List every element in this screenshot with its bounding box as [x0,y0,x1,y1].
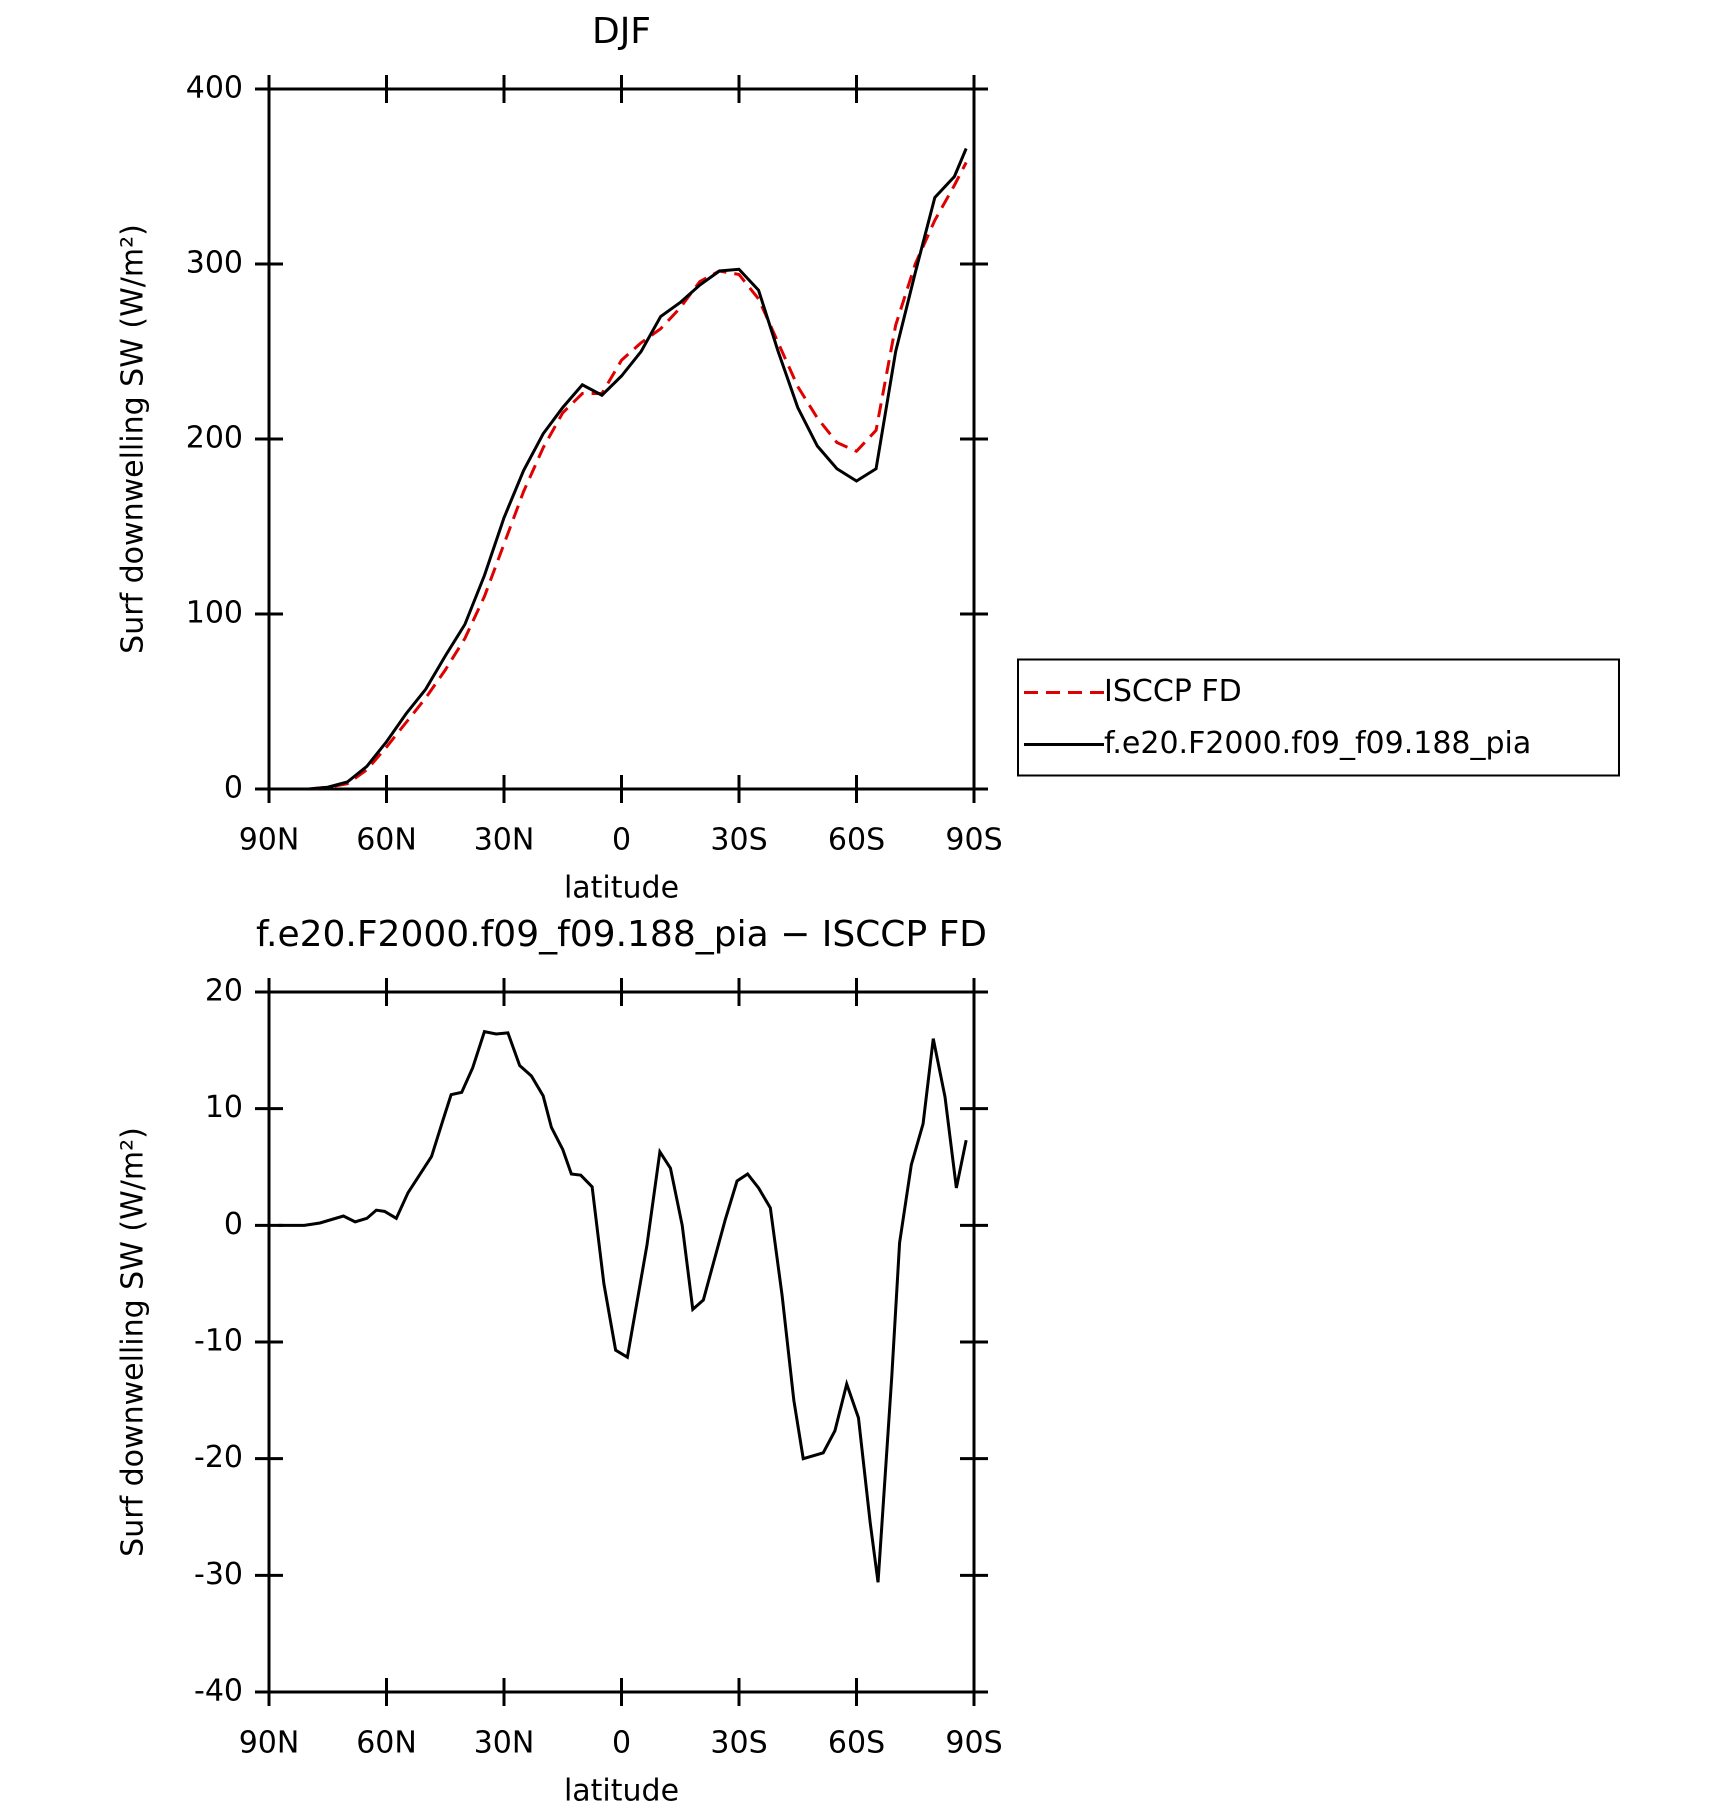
x-axis-label: latitude [564,1774,679,1809]
x-axis-label: latitude [564,871,679,906]
y-tick-label: 300 [186,246,243,281]
data-line [269,147,968,791]
x-tick-label: 60N [356,823,417,858]
chart-title: DJF [592,11,651,52]
y-tick-label: 20 [205,974,243,1009]
x-tick-label: 90S [945,823,1002,858]
y-tick-label: 0 [224,771,243,806]
plot-frame [267,990,976,1694]
x-tick-label: 0 [612,823,631,858]
y-tick-label: -20 [194,1440,243,1475]
x-tick-label: 60N [356,1726,417,1761]
y-tick-label: 10 [205,1090,243,1125]
x-tick-label: 90N [239,1726,300,1761]
plot-frame [267,87,976,791]
legend-label: ISCCP FD [1104,674,1242,709]
x-tick-label: 30N [474,823,535,858]
legend-label: f.e20.F2000.f09_f09.188_pia [1104,726,1531,761]
y-tick-label: -40 [194,1674,243,1709]
y-axis-label: Surf downwelling SW (W/m²) [116,1127,151,1557]
data-line [269,161,968,791]
y-tick-label: 400 [186,71,243,106]
x-tick-label: 90N [239,823,300,858]
y-axis-label: Surf downwelling SW (W/m²) [116,224,151,654]
chart-title: f.e20.F2000.f09_f09.188_pia − ISCCP FD [256,914,987,955]
y-tick-label: -30 [194,1557,243,1592]
x-tick-label: 60S [828,823,885,858]
x-tick-label: 30S [710,1726,767,1761]
legend-frame [1017,658,1620,777]
x-tick-label: 30N [474,1726,535,1761]
x-tick-label: 0 [612,1726,631,1761]
data-line [278,1029,968,1583]
y-tick-label: 200 [186,421,243,456]
x-tick-label: 90S [945,1726,1002,1761]
y-tick-label: 0 [224,1207,243,1242]
x-tick-label: 60S [828,1726,885,1761]
y-tick-label: -10 [194,1324,243,1359]
y-tick-label: 100 [186,596,243,631]
x-tick-label: 30S [710,823,767,858]
